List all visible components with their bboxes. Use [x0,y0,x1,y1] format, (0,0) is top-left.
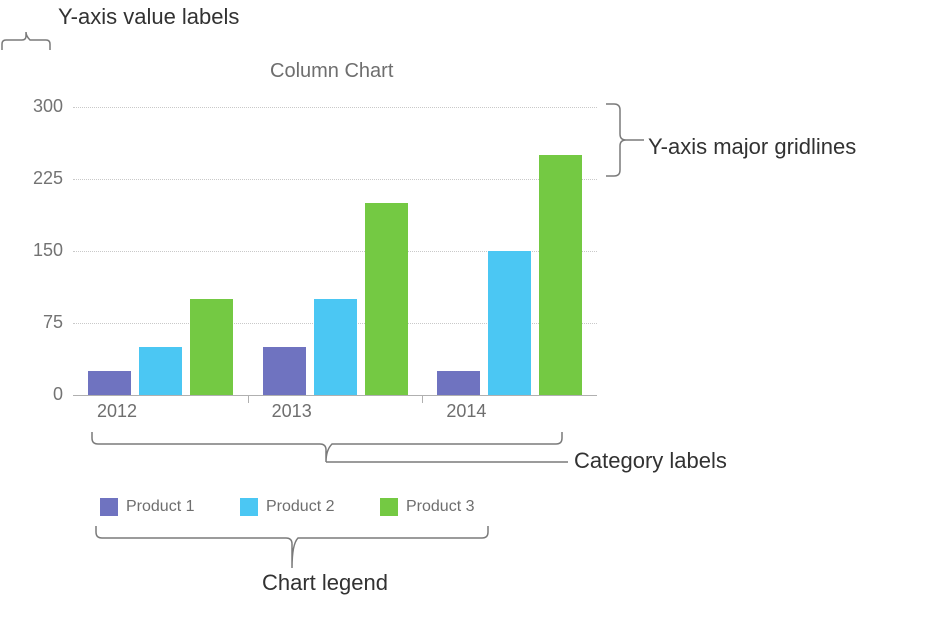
legend-swatch [240,498,258,516]
legend-label: Product 3 [406,498,474,516]
bracket-category-labels [90,430,570,466]
legend-swatch [380,498,398,516]
chart-title: Column Chart [270,60,393,83]
legend-label: Product 2 [266,498,334,516]
bar [488,251,531,395]
x-category-label: 2013 [272,401,312,422]
legend-label: Product 1 [126,498,194,516]
bar [190,299,233,395]
bracket-chart-legend [94,524,494,570]
bar [539,155,582,395]
bracket-y-value-labels [0,30,60,52]
bar [365,203,408,395]
x-category-label: 2012 [97,401,137,422]
gridline [73,107,597,108]
callout-category-labels: Category labels [574,448,727,474]
bar [437,371,480,395]
callout-y-value-labels: Y-axis value labels [58,4,239,30]
y-tick-label: 300 [19,96,63,117]
legend-swatch [100,498,118,516]
callout-chart-legend: Chart legend [262,570,388,596]
bar [139,347,182,395]
y-tick-label: 0 [19,384,63,405]
y-tick-label: 225 [19,168,63,189]
callout-y-gridlines: Y-axis major gridlines [648,134,856,160]
bar [263,347,306,395]
category-tick [248,395,249,403]
bar [88,371,131,395]
plot-area [73,107,597,395]
y-tick-label: 75 [19,312,63,333]
bracket-y-gridlines [604,102,646,180]
gridline [73,179,597,180]
category-tick [422,395,423,403]
x-category-label: 2014 [446,401,486,422]
bar [314,299,357,395]
x-axis-line [73,395,597,396]
y-tick-label: 150 [19,240,63,261]
